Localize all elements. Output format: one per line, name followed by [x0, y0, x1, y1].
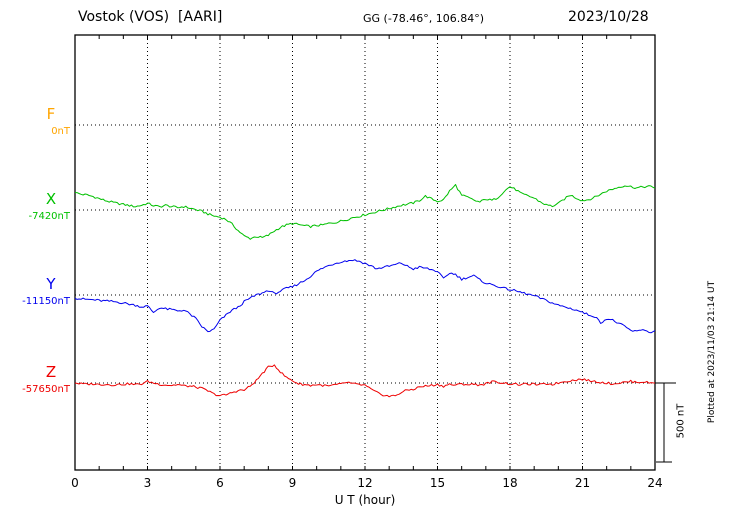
channel-z-baseline: -57650nT: [22, 384, 70, 395]
x-tick-label: 0: [71, 476, 79, 490]
x-tick-label: 24: [647, 476, 662, 490]
trace-Z: [74, 364, 656, 398]
scale-bar-label: 500 nT: [675, 403, 687, 439]
channel-f-baseline: 0nT: [51, 126, 70, 137]
trace-Y: [74, 259, 656, 334]
x-tick-label: 6: [216, 476, 224, 490]
trace-X: [75, 184, 656, 240]
x-tick-label: 21: [575, 476, 590, 490]
x-tick-label: 15: [430, 476, 445, 490]
station-title: Vostok (VOS) [AARI]: [78, 9, 223, 25]
channel-y-label: Y: [46, 275, 56, 293]
x-tick-label: 3: [144, 476, 152, 490]
geo-coordinates: GG (-78.46°, 106.84°): [363, 12, 485, 25]
plot-border: [74, 34, 656, 471]
channel-x-label: X: [45, 190, 57, 208]
x-tick-label: 12: [357, 476, 372, 490]
x-tick-label: 9: [289, 476, 297, 490]
plot-date: 2023/10/28: [568, 9, 649, 25]
channel-y-baseline: -11150nT: [22, 296, 70, 307]
channel-z-label: Z: [45, 363, 57, 381]
plotted-at-note: Plotted at 2023/11/03 21:14 UT: [707, 280, 717, 424]
channel-x-baseline: -7420nT: [28, 211, 70, 222]
channel-f-label: F: [46, 105, 56, 123]
x-tick-label: 18: [502, 476, 517, 490]
x-axis-title: U T (hour): [334, 493, 396, 507]
